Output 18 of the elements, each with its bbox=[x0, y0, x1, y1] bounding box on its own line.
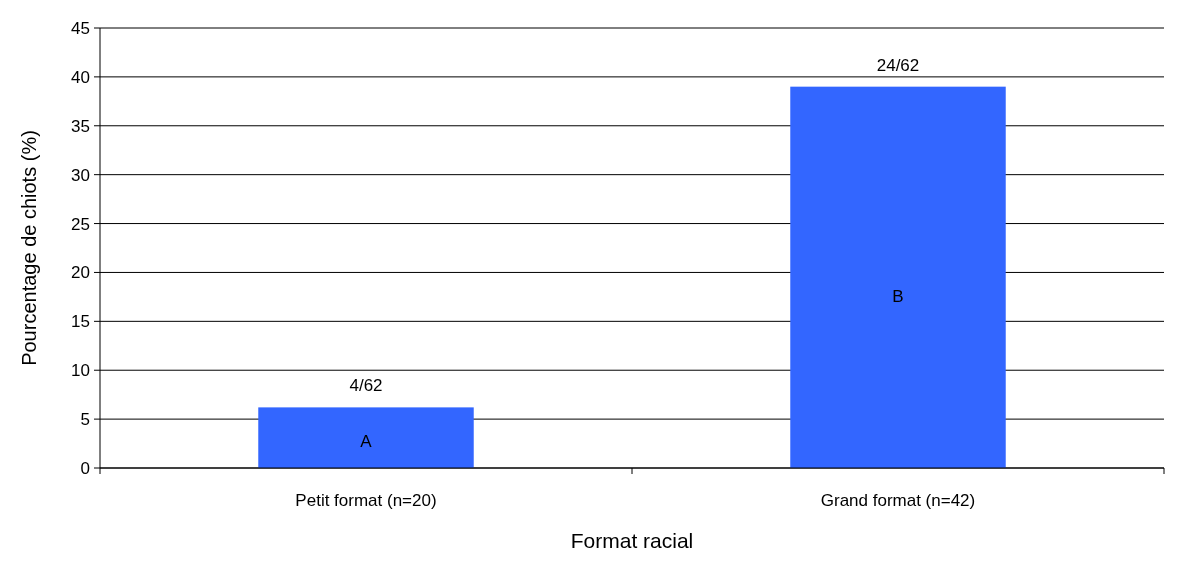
y-tick-label: 30 bbox=[71, 165, 90, 185]
data-label: 24/62 bbox=[876, 55, 920, 75]
y-tick-label: 45 bbox=[71, 18, 90, 38]
y-axis-title: Pourcentage de chiots (%) bbox=[18, 130, 40, 366]
y-tick-label: 20 bbox=[71, 263, 90, 283]
y-tick-label: 10 bbox=[71, 361, 90, 381]
y-tick-label: 40 bbox=[71, 67, 90, 87]
y-tick-label: 15 bbox=[71, 312, 90, 332]
y-tick-label: 5 bbox=[80, 410, 90, 430]
annotation: A bbox=[360, 431, 373, 451]
data-label: 4/62 bbox=[349, 376, 383, 396]
x-axis-title: Format racial bbox=[570, 529, 694, 552]
y-tick-label: 25 bbox=[71, 214, 90, 234]
x-tick-label: Petit format (n=20) bbox=[295, 491, 437, 510]
y-tick-label: 0 bbox=[80, 458, 90, 478]
y-tick-label: 35 bbox=[71, 116, 90, 136]
annotation: B bbox=[892, 287, 904, 307]
x-tick-label: Grand format (n=42) bbox=[820, 491, 976, 510]
